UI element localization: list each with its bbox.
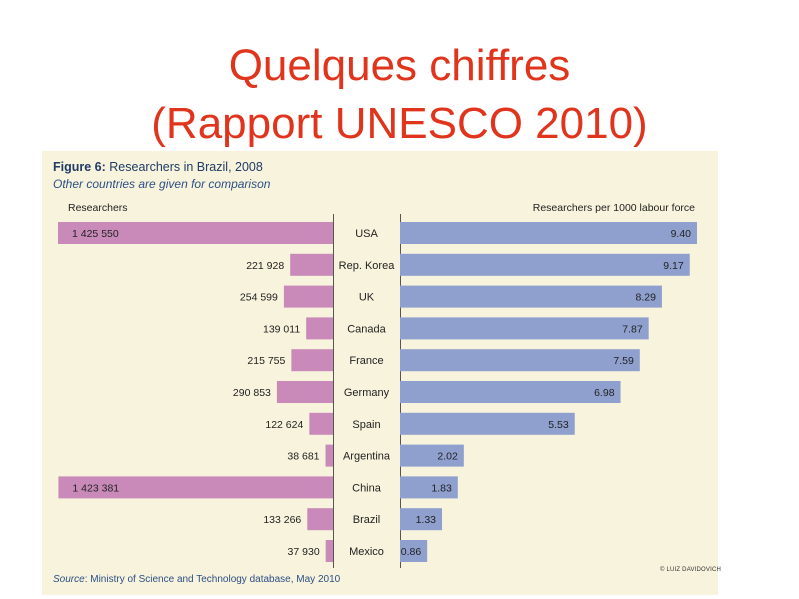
left-value-label: 290 853 — [233, 387, 271, 399]
category-label: China — [352, 482, 382, 494]
left-bar-brazil — [307, 508, 333, 531]
left-bar-china — [58, 476, 333, 499]
left-bar-spain — [309, 412, 333, 435]
category-label: Spain — [352, 419, 380, 431]
right-value-label: 0.86 — [401, 546, 422, 558]
left-value-label: 254 599 — [240, 292, 278, 304]
copyright-notice: © LUIZ DAVIDOVICH — [660, 567, 722, 573]
left-value-label: 215 755 — [247, 355, 285, 367]
source-label: Source — [53, 574, 85, 585]
category-label: UK — [359, 292, 375, 304]
figure-caption-label: Figure 6: — [53, 160, 106, 174]
left-bar-uk — [283, 285, 333, 308]
slide-title-line-1: Quelques chiffres — [228, 41, 571, 90]
left-value-label: 221 928 — [246, 260, 284, 272]
left-bar-usa — [58, 222, 333, 244]
right-value-label: 7.59 — [613, 355, 634, 367]
category-label: Canada — [347, 323, 386, 335]
left-value-label: 1 423 381 — [72, 482, 119, 494]
left-bar-france — [291, 349, 333, 372]
right-bar-france — [400, 349, 640, 372]
right-bar-brazil — [400, 508, 443, 531]
category-label: Mexico — [349, 546, 384, 558]
right-bar-rep-korea — [400, 253, 690, 276]
right-value-label: 1.33 — [416, 514, 437, 526]
right-bar-uk — [400, 285, 662, 308]
left-bar-germany — [276, 381, 333, 403]
source-text: : Ministry of Science and Technology dat… — [84, 574, 341, 585]
right-bar-usa — [400, 222, 697, 244]
right-value-label: 1.83 — [431, 482, 452, 494]
category-label: USA — [355, 228, 378, 240]
figure-caption-text: Researchers in Brazil, 2008 — [105, 160, 263, 174]
right-value-label: 6.98 — [594, 387, 615, 399]
left-value-label: 133 266 — [263, 514, 301, 526]
right-value-label: 7.87 — [622, 323, 643, 335]
right-value-label: 9.40 — [671, 228, 692, 240]
right-series-header: Researchers per 1000 labour force — [532, 202, 695, 214]
slide-title-line-2: (Rapport UNESCO 2010) — [151, 99, 648, 148]
right-bar-germany — [400, 381, 621, 403]
right-bar-canada — [400, 317, 649, 340]
left-bar-mexico — [325, 540, 333, 562]
left-value-label: 1 425 550 — [72, 228, 119, 240]
category-label: Brazil — [353, 514, 381, 526]
right-value-label: 2.02 — [437, 451, 458, 463]
left-bar-rep-korea — [290, 253, 333, 276]
category-label: Argentina — [343, 451, 391, 463]
right-value-label: 5.53 — [548, 419, 569, 431]
left-value-label: 37 930 — [288, 546, 320, 558]
category-label: France — [349, 355, 383, 367]
category-label: Germany — [344, 387, 390, 399]
left-series-header: Researchers — [68, 202, 128, 214]
right-bar-mexico — [400, 540, 428, 562]
right-value-label: 8.29 — [635, 292, 656, 304]
figure-caption: Figure 6: Researchers in Brazil, 2008 — [53, 160, 263, 174]
right-bar-spain — [400, 412, 575, 435]
left-bar-canada — [306, 317, 333, 340]
category-label: Rep. Korea — [339, 260, 396, 272]
figure-subcaption: Other countries are given for comparison — [53, 177, 271, 191]
left-value-label: 139 011 — [263, 323, 300, 335]
figure-source: Source: Ministry of Science and Technolo… — [53, 574, 340, 585]
right-bar-argentina — [400, 444, 464, 467]
left-value-label: 38 681 — [287, 451, 319, 463]
left-value-label: 122 624 — [265, 419, 303, 431]
right-value-label: 9.17 — [663, 260, 684, 272]
right-bar-china — [400, 476, 458, 499]
left-bar-argentina — [325, 444, 333, 467]
